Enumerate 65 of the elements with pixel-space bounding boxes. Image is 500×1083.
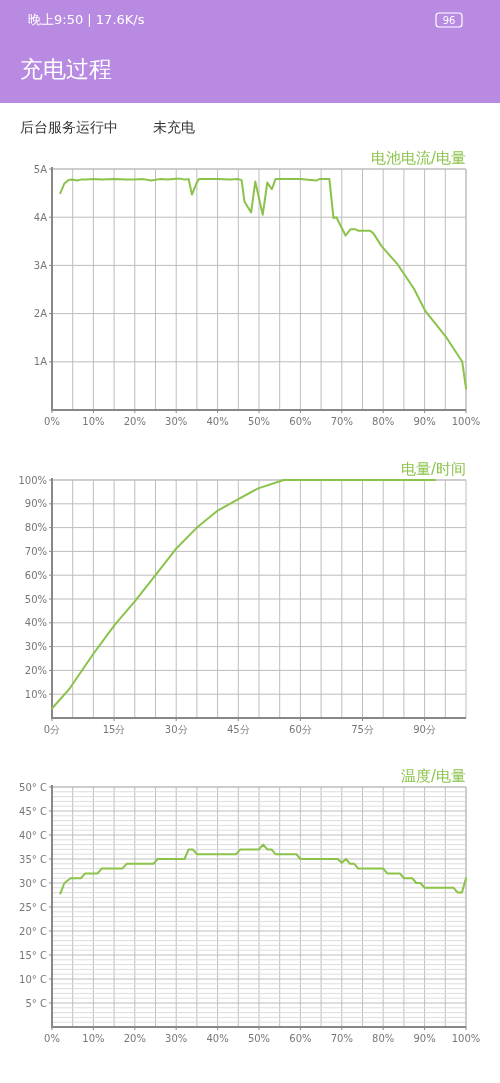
y-tick-label: 50% [24,593,47,605]
text: 后台服务运行中 [20,119,118,135]
x-tick-label: 20% [123,416,146,427]
y-tick-label: 1A [33,356,48,368]
y-tick-label: 30° C [19,877,48,889]
text: 晚上9:50 | 17.6K/s [28,12,145,27]
x-tick-label: 15分 [102,724,126,735]
line-series [51,479,436,710]
line-series [59,843,467,895]
y-tick-label: 60% [24,569,47,581]
y-tick-label: 90% [24,498,47,510]
chart-title: 电池电流/电量 [370,149,466,167]
line-series [59,177,467,390]
y-tick-label: 15° C [19,949,48,961]
x-tick-label: 30分 [164,724,188,735]
x-tick-label: 100% [451,416,481,427]
x-tick-label: 60% [289,416,312,427]
y-tick-label: 45° C [19,805,48,817]
x-tick-label: 10% [82,1033,105,1044]
y-tick-label: 70% [24,545,47,557]
y-tick-label: 10° C [19,973,48,985]
x-tick-label: 100% [451,1033,481,1044]
y-tick-label: 100% [18,474,47,486]
text: 充电过程 [20,56,112,82]
y-tick-label: 5° C [25,997,48,1009]
x-tick-label: 45分 [226,724,250,735]
text: 96 [442,15,456,26]
x-tick-label: 70% [330,416,353,427]
x-tick-label: 80% [372,1033,395,1044]
y-tick-label: 80% [24,522,47,534]
x-tick-label: 40% [206,416,229,427]
text: 未充电 [153,119,195,135]
y-tick-label: 35° C [19,853,48,865]
y-tick-label: 40° C [19,829,48,841]
x-tick-label: 75分 [351,724,374,735]
x-tick-label: 60% [289,1033,312,1044]
x-tick-label: 30% [165,1033,188,1044]
y-tick-label: 25° C [19,901,48,913]
chart-title: 温度/电量 [400,767,466,785]
y-tick-label: 10% [24,688,47,700]
chart-title: 电量/时间 [400,460,466,478]
y-tick-label: 30% [24,641,47,653]
x-tick-label: 20% [123,1033,146,1044]
y-tick-label: 4A [33,211,48,223]
x-tick-label: 50% [247,1033,271,1044]
x-tick-label: 90% [413,416,436,427]
x-tick-label: 50% [247,416,271,427]
y-tick-label: 50° C [19,781,48,793]
x-tick-label: 60分 [289,724,312,735]
y-tick-label: 40% [24,617,47,629]
x-tick-label: 0% [44,416,60,427]
y-tick-label: 3A [33,259,48,271]
x-tick-label: 10% [82,416,105,427]
y-tick-label: 2A [33,308,48,320]
x-tick-label: 90% [413,1033,436,1044]
y-tick-label: 20° C [19,925,48,937]
x-tick-label: 90分 [413,724,436,735]
x-tick-label: 80% [372,416,395,427]
x-tick-label: 0分 [43,724,61,735]
x-tick-label: 0% [44,1033,60,1044]
y-tick-label: 5A [33,163,48,175]
x-tick-label: 30% [165,416,188,427]
x-tick-label: 40% [206,1033,229,1044]
x-tick-label: 70% [330,1033,353,1044]
y-tick-label: 20% [24,664,47,676]
